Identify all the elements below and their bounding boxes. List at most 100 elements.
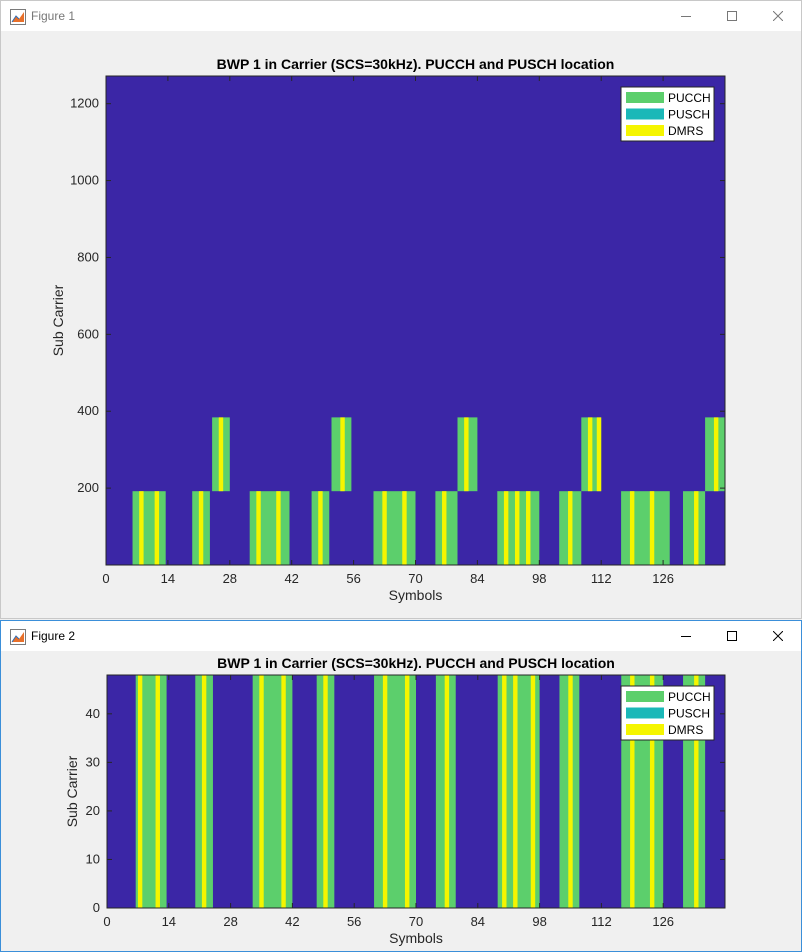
chart-figure-2: BWP 1 in Carrier (SCS=30kHz). PUCCH and … — [64, 655, 726, 946]
y-tick-label: 10 — [86, 851, 100, 866]
minimize-button[interactable] — [663, 621, 709, 651]
pucch-block — [682, 491, 706, 565]
legend-entry: DMRS — [668, 723, 703, 737]
maximize-icon — [727, 631, 737, 641]
x-tick-label: 0 — [103, 914, 110, 929]
chart-title: BWP 1 in Carrier (SCS=30kHz). PUCCH and … — [217, 56, 615, 72]
x-tick-label: 42 — [285, 914, 299, 929]
y-tick-label: 200 — [77, 480, 99, 495]
dmrs-column — [568, 491, 573, 565]
dmrs-column — [198, 491, 204, 565]
y-tick-label: 800 — [77, 249, 99, 264]
legend-entry: PUSCH — [668, 707, 710, 721]
x-tick-label: 98 — [532, 914, 546, 929]
pucch-block — [373, 491, 416, 565]
matlab-figure-icon — [10, 629, 26, 645]
legend-swatch — [626, 724, 664, 735]
dmrs-column — [503, 491, 509, 565]
dmrs-column — [404, 675, 410, 908]
dmrs-column — [530, 675, 536, 908]
dmrs-column — [596, 417, 602, 492]
pucch-block — [252, 675, 293, 908]
figure-window-1: Figure 1 BWP 1 in Carrier (SCS=30kHz). P… — [0, 0, 802, 619]
y-tick-label: 400 — [77, 403, 99, 418]
dmrs-column — [513, 675, 518, 908]
dmrs-column — [281, 675, 286, 908]
x-tick-label: 70 — [408, 571, 422, 586]
y-tick-label: 1200 — [70, 96, 99, 111]
dmrs-column — [137, 675, 143, 908]
plot-area — [106, 76, 725, 565]
dmrs-column — [649, 675, 655, 908]
dmrs-column — [630, 675, 635, 908]
dmrs-column — [340, 417, 345, 492]
dmrs-column — [402, 491, 407, 565]
x-tick-label: 56 — [347, 914, 361, 929]
y-tick-label: 1000 — [70, 173, 99, 188]
y-tick-label: 20 — [86, 803, 100, 818]
dmrs-column — [139, 491, 144, 565]
x-tick-label: 84 — [470, 571, 484, 586]
chart-figure-1: BWP 1 in Carrier (SCS=30kHz). PUCCH and … — [50, 56, 726, 603]
close-button[interactable] — [755, 621, 801, 651]
dmrs-column — [318, 491, 323, 565]
pucch-block — [435, 491, 458, 565]
dmrs-column — [629, 491, 635, 565]
x-tick-label: 98 — [532, 571, 546, 586]
x-tick-label: 28 — [223, 571, 237, 586]
x-tick-label: 126 — [652, 914, 674, 929]
x-tick-label: 70 — [409, 914, 423, 929]
dmrs-column — [218, 417, 224, 492]
chart-title: BWP 1 in Carrier (SCS=30kHz). PUCCH and … — [217, 655, 615, 671]
legend-swatch — [626, 125, 664, 136]
maximize-button[interactable] — [709, 621, 755, 651]
dmrs-column — [382, 491, 387, 565]
x-axis-label: Symbols — [389, 930, 443, 946]
y-tick-label: 0 — [93, 900, 100, 915]
dmrs-column — [201, 675, 207, 908]
minimize-button[interactable] — [663, 1, 709, 31]
x-tick-label: 56 — [346, 571, 360, 586]
maximize-button[interactable] — [709, 1, 755, 31]
legend-entry: PUCCH — [668, 91, 711, 105]
dmrs-column — [587, 417, 593, 492]
legend-swatch — [626, 92, 664, 103]
title-bar[interactable]: Figure 1 — [1, 1, 801, 31]
legend-swatch — [626, 108, 664, 120]
minimize-icon — [681, 16, 691, 17]
dmrs-column — [155, 675, 160, 908]
window-title: Figure 2 — [31, 629, 76, 643]
x-tick-label: 0 — [102, 571, 109, 586]
dmrs-column — [259, 675, 264, 908]
legend: PUCCH PUSCH DMRS — [620, 685, 715, 741]
legend-entry: PUSCH — [668, 108, 710, 122]
legend-swatch — [626, 691, 664, 702]
y-tick-label: 40 — [86, 706, 100, 721]
close-icon — [773, 11, 783, 21]
dmrs-column — [568, 675, 573, 908]
pucch-block — [621, 491, 670, 565]
x-tick-label: 84 — [471, 914, 485, 929]
dmrs-column — [694, 491, 699, 565]
minimize-icon — [681, 636, 691, 637]
dmrs-column — [694, 675, 699, 908]
pucch-block — [249, 491, 290, 565]
figure-window-2: Figure 2 BWP 1 in Carrier (SCS=30kHz). P… — [0, 620, 802, 952]
title-bar[interactable]: Figure 2 — [1, 621, 801, 651]
y-axis-label: Sub Carrier — [50, 284, 66, 356]
close-button[interactable] — [755, 1, 801, 31]
dmrs-column — [649, 491, 655, 565]
x-tick-label: 42 — [284, 571, 298, 586]
x-tick-label: 14 — [161, 571, 175, 586]
x-tick-label: 126 — [652, 571, 674, 586]
pucch-block — [374, 675, 416, 908]
x-tick-label: 112 — [591, 571, 612, 586]
x-tick-label: 14 — [162, 914, 176, 929]
legend-entry: PUCCH — [668, 690, 711, 704]
legend: PUCCH PUSCH DMRS — [620, 86, 715, 142]
dmrs-column — [442, 491, 447, 565]
y-axis-label: Sub Carrier — [64, 755, 80, 827]
x-tick-label: 28 — [223, 914, 237, 929]
legend-entry: DMRS — [668, 124, 703, 138]
matlab-figure-icon — [10, 9, 26, 25]
